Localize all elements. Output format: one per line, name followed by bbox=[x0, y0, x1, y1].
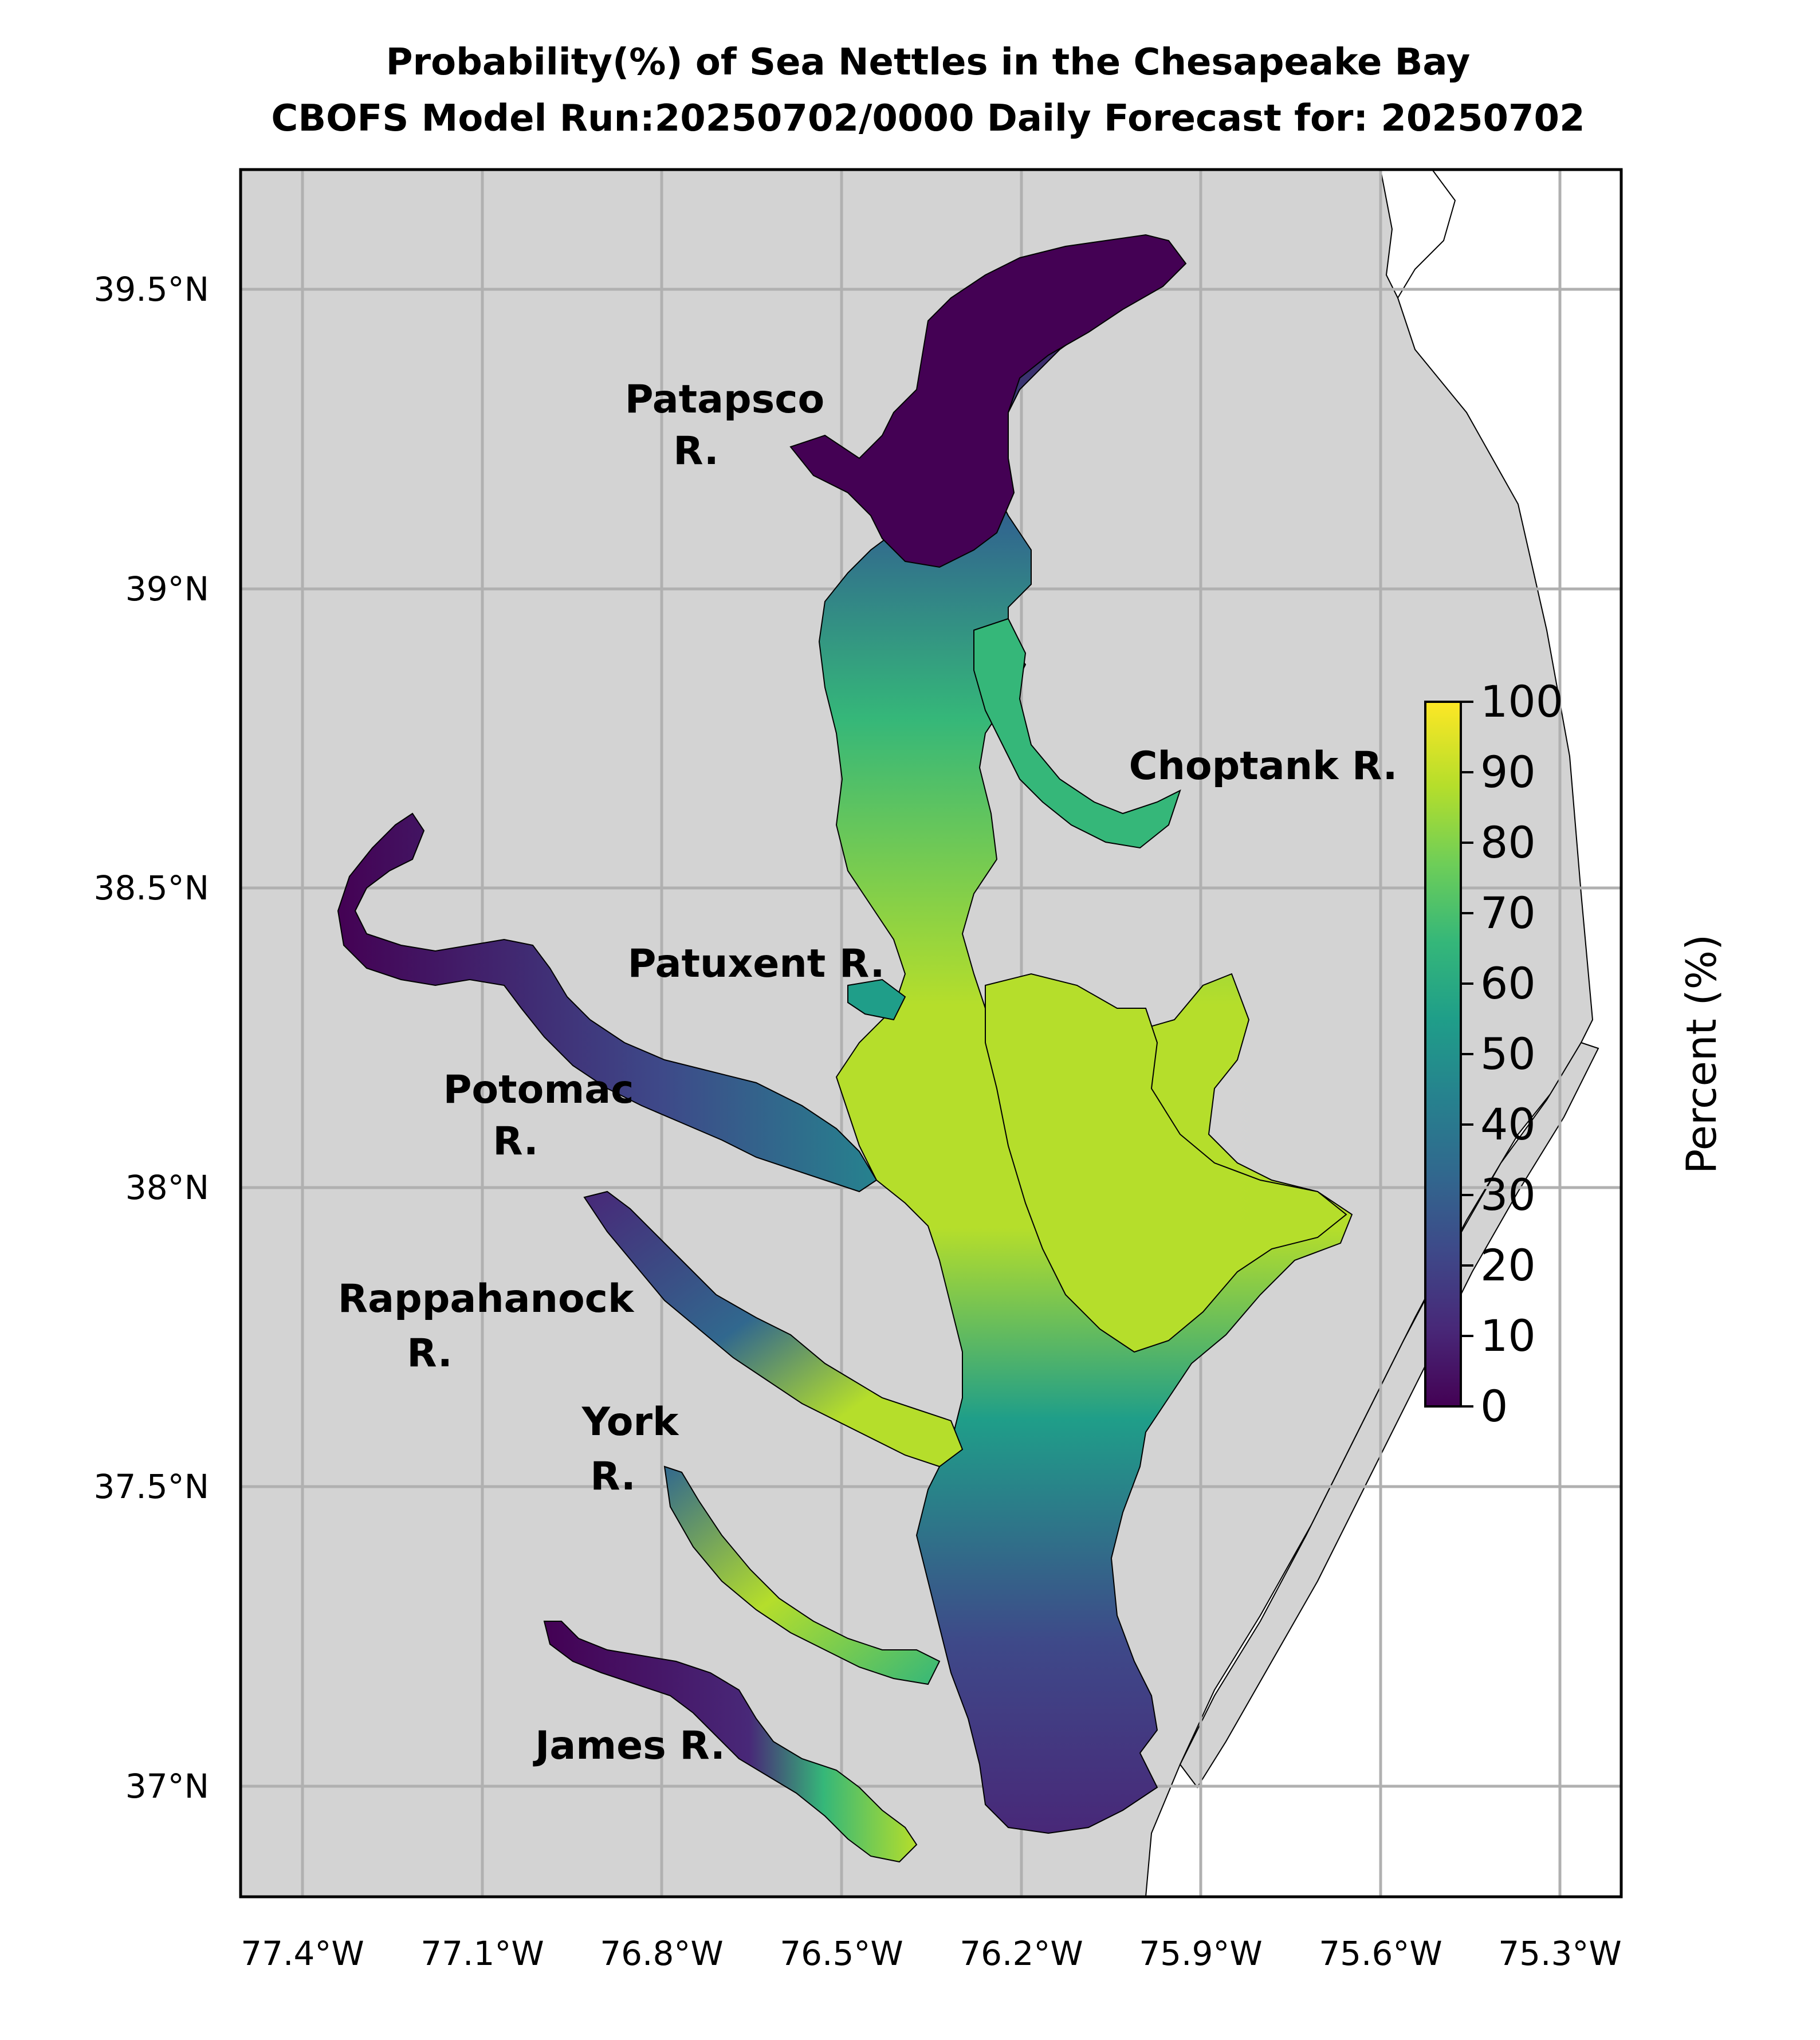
map-frame bbox=[239, 168, 1623, 1899]
colorbar-tick-label: 30 bbox=[1480, 1169, 1536, 1220]
river-label-potomac: R. bbox=[493, 1119, 538, 1164]
river-label-patuxent: Patuxent R. bbox=[628, 941, 885, 986]
lat-tick-label: 38.5°N bbox=[93, 868, 209, 907]
colorbar-tick-label: 90 bbox=[1480, 746, 1536, 797]
figure-title-line1: Probability(%) of Sea Nettles in the Che… bbox=[386, 41, 1471, 84]
river-label-james: James R. bbox=[533, 1723, 725, 1768]
map-panel bbox=[241, 170, 1621, 1897]
colorbar: 0 10 20 30 40 50 60 70 80 90 100 Percent (%) bbox=[1424, 676, 1725, 1432]
lon-tick-label: 76.5°W bbox=[780, 1934, 903, 1973]
lon-tick-label: 76.2°W bbox=[960, 1934, 1083, 1973]
river-label-choptank: Choptank R. bbox=[1129, 744, 1398, 789]
colorbar-ticks: 0 10 20 30 40 50 60 70 80 90 100 bbox=[1461, 676, 1563, 1432]
lat-tick-label: 38°N bbox=[125, 1168, 209, 1207]
james-river-water bbox=[543, 1621, 918, 1863]
river-label-patapsco: R. bbox=[673, 429, 718, 474]
river-label-york: York bbox=[581, 1400, 679, 1445]
colorbar-tick-label: 50 bbox=[1480, 1028, 1536, 1079]
york-river-water bbox=[663, 1465, 941, 1685]
figure-title-line2: CBOFS Model Run:20250702/0000 Daily Fore… bbox=[271, 97, 1585, 140]
river-label-rappahannock: Rappahanock bbox=[338, 1276, 635, 1322]
river-label-york: R. bbox=[590, 1454, 635, 1499]
colorbar-tick-label: 80 bbox=[1480, 817, 1536, 868]
lat-tick-label: 37°N bbox=[125, 1767, 209, 1806]
colorbar-gradient bbox=[1424, 701, 1462, 1408]
tangier-sound-water bbox=[985, 973, 1347, 1353]
lon-tick-label: 77.1°W bbox=[420, 1934, 544, 1973]
patuxent-river-water bbox=[847, 978, 906, 1021]
latitude-ticks: 39.5°N 39°N 38.5°N 38°N 37.5°N 37°N bbox=[93, 270, 209, 1806]
colorbar-tick-label: 60 bbox=[1480, 958, 1536, 1009]
river-label-potomac: Potomac bbox=[443, 1067, 634, 1113]
river-label-rappahannock: R. bbox=[407, 1331, 452, 1376]
potomac-river-water bbox=[337, 812, 878, 1193]
colorbar-tick-label: 100 bbox=[1480, 676, 1563, 727]
colorbar-tick-label: 70 bbox=[1480, 887, 1536, 938]
lon-tick-label: 75.6°W bbox=[1319, 1934, 1442, 1973]
colorbar-tick-label: 20 bbox=[1480, 1240, 1536, 1291]
lon-tick-label: 75.3°W bbox=[1498, 1934, 1622, 1973]
rappahannock-river-water bbox=[583, 1190, 964, 1468]
lon-tick-label: 75.9°W bbox=[1139, 1934, 1263, 1973]
colorbar-tick-label: 0 bbox=[1480, 1381, 1508, 1432]
colorbar-title: Percent (%) bbox=[1677, 934, 1725, 1174]
longitude-ticks: 77.4°W 77.1°W 76.8°W 76.5°W 76.2°W 75.9°… bbox=[241, 1934, 1622, 1973]
upper-bay-water bbox=[789, 234, 1187, 568]
colorbar-tick-label: 10 bbox=[1480, 1310, 1536, 1361]
river-labels: Patapsco R. Choptank R. Patuxent R. Poto… bbox=[338, 377, 1398, 1768]
colorbar-tick-label: 40 bbox=[1480, 1099, 1536, 1150]
lon-tick-label: 77.4°W bbox=[241, 1934, 364, 1973]
lat-tick-label: 39°N bbox=[125, 569, 209, 608]
choptank-river-water bbox=[973, 618, 1181, 849]
barrier-islands bbox=[1179, 1041, 1599, 1789]
lat-tick-label: 39.5°N bbox=[93, 270, 209, 309]
lon-tick-label: 76.8°W bbox=[600, 1934, 724, 1973]
lat-tick-label: 37.5°N bbox=[93, 1467, 209, 1506]
river-label-patapsco: Patapsco bbox=[625, 377, 824, 422]
delaware-bay bbox=[1379, 170, 1456, 300]
